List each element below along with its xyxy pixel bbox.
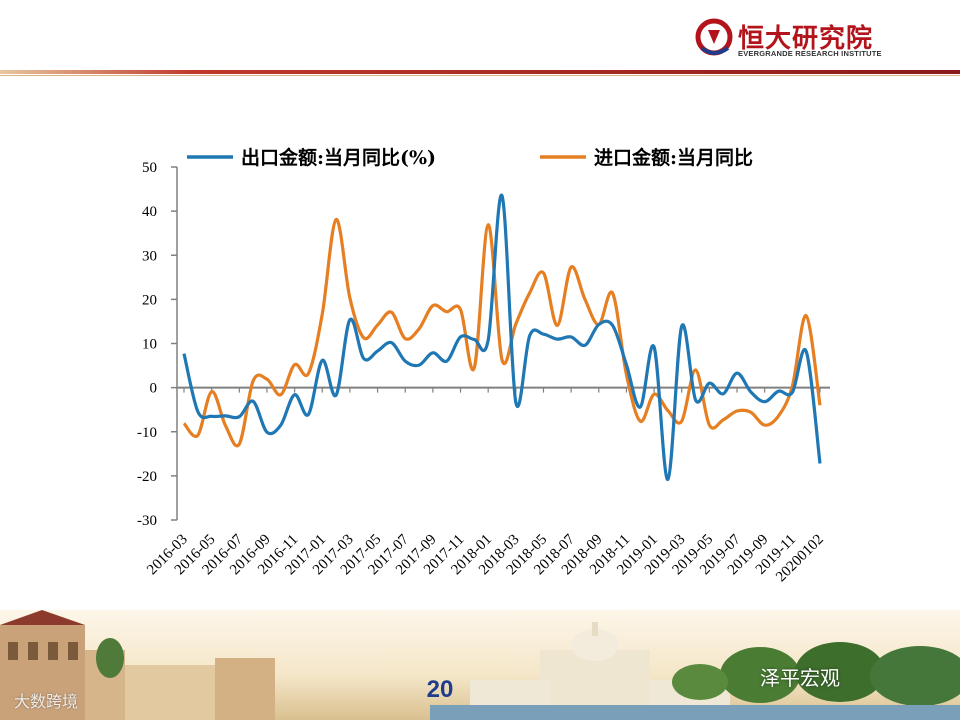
slide-header: 恒大研究院 EVERGRANDE RESEARCH INSTITUTE bbox=[0, 0, 960, 72]
slide-footer bbox=[0, 610, 960, 720]
y-tick-label: 10 bbox=[142, 337, 157, 353]
brand-subtitle: EVERGRANDE RESEARCH INSTITUTE bbox=[738, 49, 882, 58]
header-rule bbox=[0, 70, 960, 74]
y-tick-label: -10 bbox=[137, 425, 157, 441]
page-number: 20 bbox=[426, 676, 454, 703]
brand-name: 恒大研究院 bbox=[738, 24, 874, 54]
header-rule-thin bbox=[0, 75, 960, 76]
watermark-right: 泽平宏观 bbox=[760, 666, 840, 690]
y-tick-label: 30 bbox=[142, 248, 157, 264]
y-tick-label: 0 bbox=[150, 381, 158, 397]
building-illustration bbox=[0, 610, 960, 720]
series-line-export bbox=[182, 194, 822, 482]
brand-logo: 恒大研究院 EVERGRANDE RESEARCH INSTITUTE bbox=[694, 16, 882, 62]
y-tick-label: 50 bbox=[142, 160, 157, 176]
chart-axes: 50403020100-10-20-302016-032016-052016-0… bbox=[137, 160, 830, 585]
watermark-left: 大数跨境 bbox=[14, 692, 79, 711]
legend-export-label: 出口金额:当月同比(%) bbox=[241, 146, 436, 169]
y-tick-label: 40 bbox=[142, 204, 157, 220]
y-tick-label: -30 bbox=[137, 513, 157, 529]
series-line-import bbox=[182, 217, 822, 448]
chart-series bbox=[182, 194, 822, 482]
legend-import-label: 进口金额:当月同比 bbox=[594, 146, 753, 169]
evergrande-logo-icon bbox=[695, 18, 733, 56]
y-tick-label: -20 bbox=[137, 469, 157, 485]
trade-growth-chart: 50403020100-10-20-302016-032016-052016-0… bbox=[137, 146, 830, 585]
y-tick-label: 20 bbox=[142, 292, 157, 308]
chart-legend: 出口金额:当月同比(%) 进口金额:当月同比 bbox=[187, 146, 753, 169]
